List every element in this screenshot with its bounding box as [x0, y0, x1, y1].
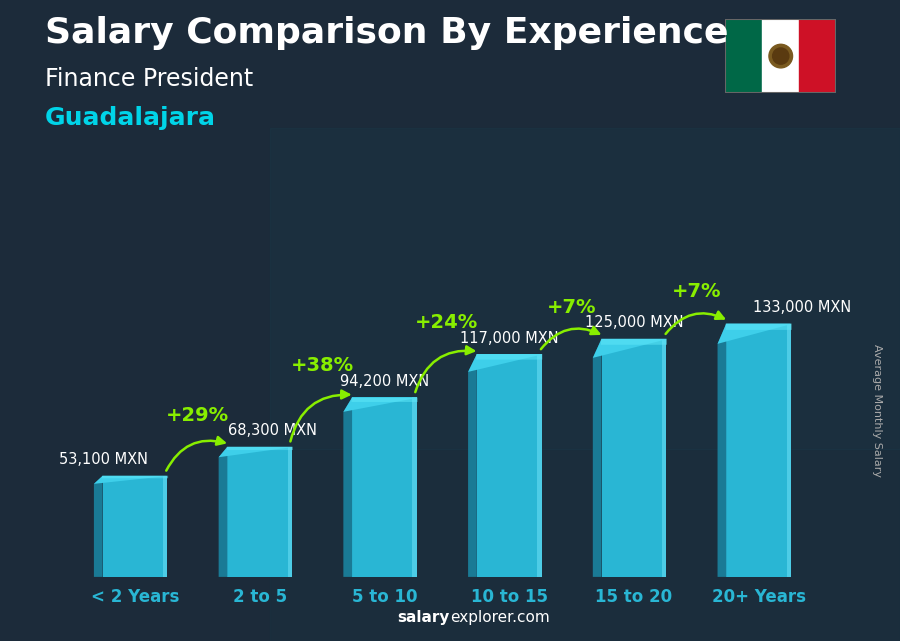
- FancyBboxPatch shape: [352, 397, 417, 577]
- FancyBboxPatch shape: [103, 476, 167, 577]
- Bar: [662, 339, 666, 577]
- Polygon shape: [94, 476, 167, 484]
- Polygon shape: [219, 447, 292, 457]
- Text: +24%: +24%: [415, 313, 479, 332]
- Text: +7%: +7%: [547, 297, 597, 317]
- Bar: [270, 128, 900, 449]
- Bar: [762, 19, 799, 93]
- Bar: [163, 476, 167, 577]
- FancyBboxPatch shape: [476, 354, 543, 360]
- Bar: [537, 354, 542, 577]
- Text: +29%: +29%: [166, 406, 229, 424]
- Polygon shape: [219, 447, 228, 577]
- Text: Salary Comparison By Experience: Salary Comparison By Experience: [45, 16, 728, 50]
- FancyBboxPatch shape: [477, 354, 542, 577]
- Polygon shape: [717, 324, 726, 577]
- Text: +38%: +38%: [291, 356, 354, 376]
- FancyBboxPatch shape: [601, 339, 666, 577]
- Bar: [725, 19, 762, 93]
- Text: salary: salary: [398, 610, 450, 625]
- Polygon shape: [344, 397, 352, 577]
- Polygon shape: [593, 339, 601, 577]
- Polygon shape: [468, 354, 542, 372]
- FancyBboxPatch shape: [228, 447, 292, 577]
- Polygon shape: [344, 397, 417, 412]
- Polygon shape: [468, 354, 477, 577]
- Circle shape: [769, 44, 793, 68]
- FancyBboxPatch shape: [725, 324, 792, 330]
- FancyBboxPatch shape: [352, 397, 418, 402]
- Circle shape: [772, 48, 789, 64]
- Bar: [799, 19, 836, 93]
- Text: Average Monthly Salary: Average Monthly Salary: [872, 344, 883, 477]
- Polygon shape: [593, 339, 666, 358]
- Text: 117,000 MXN: 117,000 MXN: [460, 331, 559, 345]
- Text: Finance President: Finance President: [45, 67, 253, 91]
- Text: 68,300 MXN: 68,300 MXN: [228, 424, 317, 438]
- Bar: [288, 447, 292, 577]
- FancyBboxPatch shape: [601, 339, 667, 345]
- Text: Guadalajara: Guadalajara: [45, 106, 216, 129]
- Bar: [270, 449, 900, 641]
- Text: 94,200 MXN: 94,200 MXN: [340, 374, 429, 389]
- Text: +7%: +7%: [671, 283, 721, 301]
- Text: explorer.com: explorer.com: [450, 610, 550, 625]
- Text: 53,100 MXN: 53,100 MXN: [59, 453, 148, 467]
- FancyBboxPatch shape: [726, 324, 791, 577]
- Polygon shape: [94, 476, 103, 577]
- Bar: [412, 397, 417, 577]
- Bar: [787, 324, 791, 577]
- Text: 125,000 MXN: 125,000 MXN: [585, 315, 683, 331]
- FancyBboxPatch shape: [227, 447, 292, 450]
- Text: 133,000 MXN: 133,000 MXN: [753, 300, 851, 315]
- Polygon shape: [717, 324, 791, 344]
- FancyBboxPatch shape: [102, 476, 168, 478]
